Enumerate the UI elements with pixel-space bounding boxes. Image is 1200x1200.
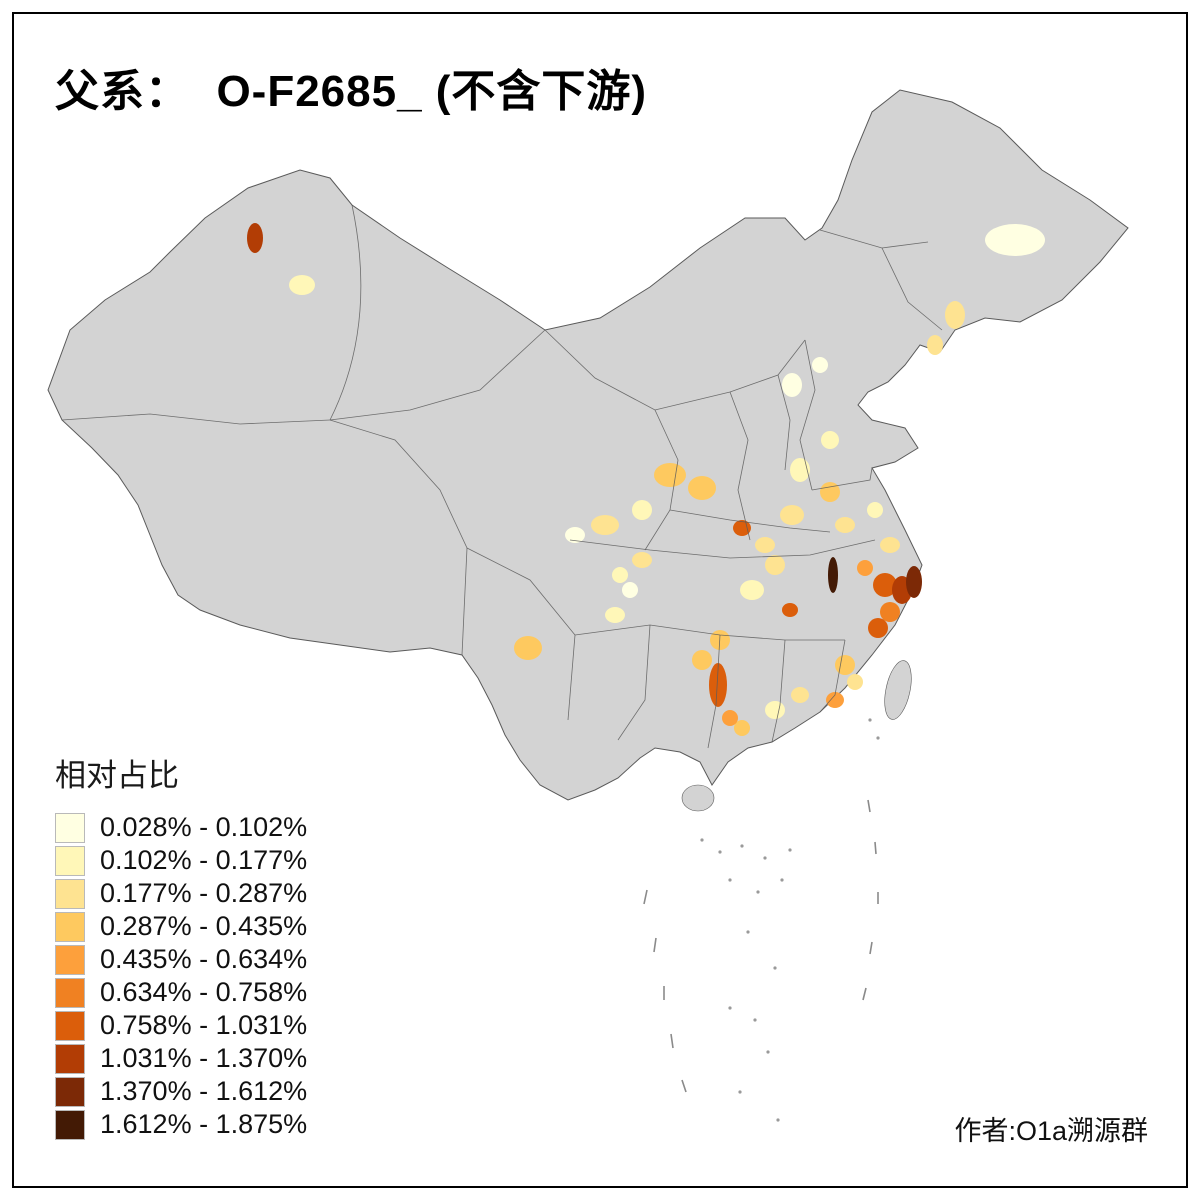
map-region-patch <box>622 582 638 598</box>
author-credit: 作者:O1a溯源群 <box>954 1116 1148 1146</box>
map-region-patch <box>654 463 686 487</box>
map-region-patch <box>985 224 1045 256</box>
map-region-patch <box>847 674 863 690</box>
south-china-sea-islands <box>643 718 880 1122</box>
legend-swatch <box>55 1109 85 1140</box>
legend-swatch <box>55 1076 85 1107</box>
province-borders <box>61 204 943 749</box>
map-region-patch <box>765 555 785 575</box>
map-region-patch <box>790 458 810 482</box>
legend-item: 1.031% - 1.370% <box>55 1042 307 1075</box>
map-region-patch <box>906 566 922 598</box>
map-region-patch <box>780 505 804 525</box>
legend-swatch <box>55 845 85 876</box>
legend-label: 0.758% - 1.031% <box>100 1010 308 1040</box>
map-region-patch <box>740 580 764 600</box>
map-region-patch <box>289 275 315 295</box>
legend-swatch <box>55 1010 85 1041</box>
legend-swatch <box>55 1043 85 1074</box>
map-region-patch <box>880 537 900 553</box>
taiwan-island <box>884 660 912 720</box>
map-region-patch <box>709 663 727 707</box>
legend-label: 0.287% - 0.435% <box>100 911 308 941</box>
legend-item: 0.177% - 0.287% <box>55 877 307 910</box>
legend: 相对占比 0.028% - 0.102% 0.102% - 0.177% 0.1… <box>55 750 307 1141</box>
islands <box>681 660 912 812</box>
legend-item: 0.758% - 1.031% <box>55 1009 307 1042</box>
legend-item: 1.612% - 1.875% <box>55 1108 307 1141</box>
map-region-patch <box>791 687 809 703</box>
map-region-patch <box>765 701 785 719</box>
map-region-patch <box>782 373 802 397</box>
map-region-patch <box>812 357 828 373</box>
legend-item: 0.287% - 0.435% <box>55 910 307 943</box>
page-title: 父系： O-F2685_ (不含下游) <box>55 67 648 116</box>
map-region-patch <box>880 602 900 622</box>
map-region-patch <box>820 482 840 502</box>
china-map <box>47 89 1129 1122</box>
hainan-island <box>681 784 715 812</box>
legend-label: 0.177% - 0.287% <box>100 878 308 908</box>
map-region-patch <box>632 552 652 568</box>
map-region-patch <box>868 618 888 638</box>
legend-swatch <box>55 812 85 843</box>
map-region-patch <box>692 650 712 670</box>
map-region-patch <box>828 557 838 593</box>
china-outline <box>47 89 1129 801</box>
map-region-patch <box>782 603 798 617</box>
legend-swatch <box>55 977 85 1008</box>
map-region-patch <box>835 655 855 675</box>
map-region-patch <box>722 710 738 726</box>
map-region-patch <box>945 301 965 329</box>
legend-label: 1.370% - 1.612% <box>100 1076 308 1106</box>
legend-swatch <box>55 911 85 942</box>
legend-label: 0.102% - 0.177% <box>100 845 308 875</box>
map-region-patch <box>247 223 263 253</box>
map-region-patch <box>835 517 855 533</box>
map-region-patch <box>927 335 943 355</box>
map-region-patch <box>688 476 716 500</box>
map-region-patch <box>857 560 873 576</box>
map-region-patch <box>632 500 652 520</box>
legend-swatch <box>55 878 85 909</box>
map-region-patch <box>605 607 625 623</box>
legend-label: 1.031% - 1.370% <box>100 1043 308 1073</box>
map-region-patch <box>755 537 775 553</box>
legend-label: 0.634% - 0.758% <box>100 977 308 1007</box>
legend-item: 0.634% - 0.758% <box>55 976 307 1009</box>
legend-item: 0.102% - 0.177% <box>55 844 307 877</box>
legend-label: 0.028% - 0.102% <box>100 812 308 842</box>
map-region-patch <box>826 692 844 708</box>
legend-item: 0.028% - 0.102% <box>55 811 307 844</box>
map-patch-layer <box>247 223 1045 736</box>
map-region-patch <box>734 720 750 736</box>
map-region-patch <box>514 636 542 660</box>
legend-label: 1.612% - 1.875% <box>100 1109 308 1139</box>
map-region-patch <box>565 527 585 543</box>
map-region-patch <box>821 431 839 449</box>
legend-swatch <box>55 944 85 975</box>
legend-title: 相对占比 <box>55 758 179 793</box>
legend-label: 0.435% - 0.634% <box>100 944 308 974</box>
map-region-patch <box>591 515 619 535</box>
map-region-patch <box>873 573 897 597</box>
legend-item: 0.435% - 0.634% <box>55 943 307 976</box>
map-region-patch <box>867 502 883 518</box>
legend-item: 1.370% - 1.612% <box>55 1075 307 1108</box>
map-region-patch <box>612 567 628 583</box>
